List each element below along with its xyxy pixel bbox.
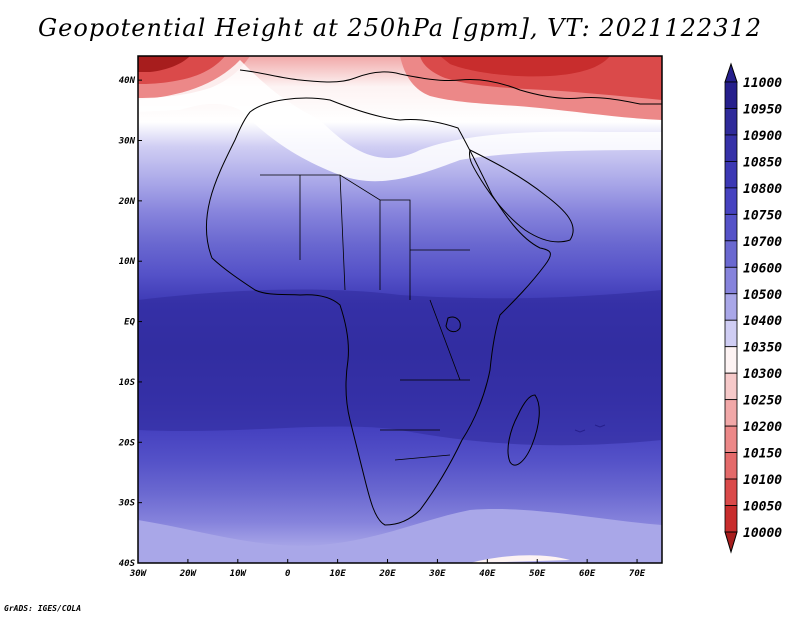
colorbar-label: 10900 — [743, 129, 782, 144]
colorbar-swatch — [724, 134, 738, 162]
lon-tick-label: 60E — [579, 569, 596, 579]
latitude-axis: 40N 30N 20N 10N EQ 10S 20S 30S 40S — [118, 76, 142, 569]
chart-title: Geopotential Height at 250hPa [gpm], VT:… — [38, 14, 762, 42]
southern-pink-spot — [470, 555, 570, 563]
lon-tick-label: 10W — [230, 569, 248, 579]
lat-tick-label: 30S — [118, 499, 136, 509]
country-borders — [260, 174, 470, 461]
colorbar-label: 10350 — [743, 341, 782, 356]
colorbar-label: 10200 — [743, 420, 782, 435]
equatorial-core — [138, 289, 662, 446]
colorbar-label: 11000 — [743, 76, 782, 91]
lat-tick-label: 40S — [119, 559, 136, 569]
colorbar-swatch — [724, 478, 738, 506]
lat-tick-label: 10N — [119, 257, 136, 267]
colorbar-swatch — [724, 505, 738, 533]
colorbar-swatch — [724, 293, 738, 321]
lon-tick-label: 30W — [129, 569, 148, 579]
colorbar-label: 10700 — [743, 235, 782, 250]
coastlines — [206, 69, 662, 526]
mascarene-islands — [574, 424, 606, 433]
colorbar-top-arrow — [724, 62, 738, 83]
longitude-axis: 30W 20W 10W 0 10E 20E 30E 40E 50E 60E 70E — [129, 559, 646, 579]
southern-band — [138, 508, 662, 563]
lon-tick-label: 40E — [479, 569, 496, 579]
arabia-coast — [469, 149, 574, 243]
height-field — [138, 56, 662, 563]
lat-tick-label: 20N — [118, 197, 136, 207]
colorbar-swatch — [724, 452, 738, 480]
colorbar-label: 10950 — [743, 102, 782, 117]
colorbar-label: 10750 — [743, 208, 782, 223]
lat-tick-label: EQ — [124, 318, 135, 328]
colorbar-label: 10850 — [743, 155, 782, 170]
colorbar-label: 10400 — [743, 314, 782, 329]
lon-tick-label: 20E — [378, 569, 396, 579]
lat-tick-label: 40N — [119, 76, 136, 86]
lat-tick-label: 20S — [118, 438, 136, 448]
colorbar-swatch — [724, 319, 738, 348]
colorbar-swatch — [724, 425, 738, 453]
lat-tick-label: 10S — [119, 378, 136, 388]
colorbar-swatch — [724, 372, 738, 401]
colorbar-label: 10800 — [743, 182, 782, 197]
colorbar-swatch — [724, 81, 738, 109]
lon-tick-label: 0 — [285, 569, 291, 579]
colorbar-label: 10050 — [743, 500, 782, 515]
colorbar-label: 10100 — [743, 473, 782, 488]
colorbar-label: 10300 — [743, 367, 782, 382]
lat-tick-label: 30N — [118, 137, 136, 147]
colorbar-swatch — [724, 346, 738, 374]
lon-tick-label: 20W — [179, 569, 198, 579]
africa-coast — [206, 97, 551, 526]
colorbar-swatch — [724, 213, 738, 242]
europe-coast — [239, 69, 662, 105]
lake-victoria — [445, 316, 461, 333]
colorbar-label: 10500 — [743, 288, 782, 303]
lon-tick-label: 70E — [629, 569, 646, 579]
lon-tick-label: 50E — [529, 569, 546, 579]
colorbar-label: 10000 — [743, 526, 782, 541]
trough-west-core — [138, 56, 190, 72]
lon-tick-label: 10E — [329, 569, 346, 579]
plot-frame — [137, 55, 663, 564]
lon-tick-label: 30E — [428, 569, 446, 579]
colorbar-bottom-arrow — [724, 531, 738, 554]
colorbar-swatch — [724, 108, 738, 136]
colorbar: 11000 10950 10900 10850 10800 10750 10700 10600… — [724, 62, 782, 554]
colorbar-label: 10150 — [743, 447, 782, 462]
ridge-east-core — [440, 56, 610, 77]
colorbar-label: 10600 — [743, 261, 782, 276]
madagascar-coast — [507, 394, 540, 466]
credit-text: GrADS: IGES/COLA — [4, 604, 82, 613]
colorbar-label: 10250 — [743, 394, 782, 409]
colorbar-swatch — [724, 240, 738, 268]
colorbar-swatch — [724, 161, 738, 189]
colorbar-swatch — [724, 187, 738, 215]
saddle-white — [138, 60, 662, 182]
colorbar-swatch — [724, 399, 738, 427]
colorbar-swatch — [724, 266, 738, 295]
